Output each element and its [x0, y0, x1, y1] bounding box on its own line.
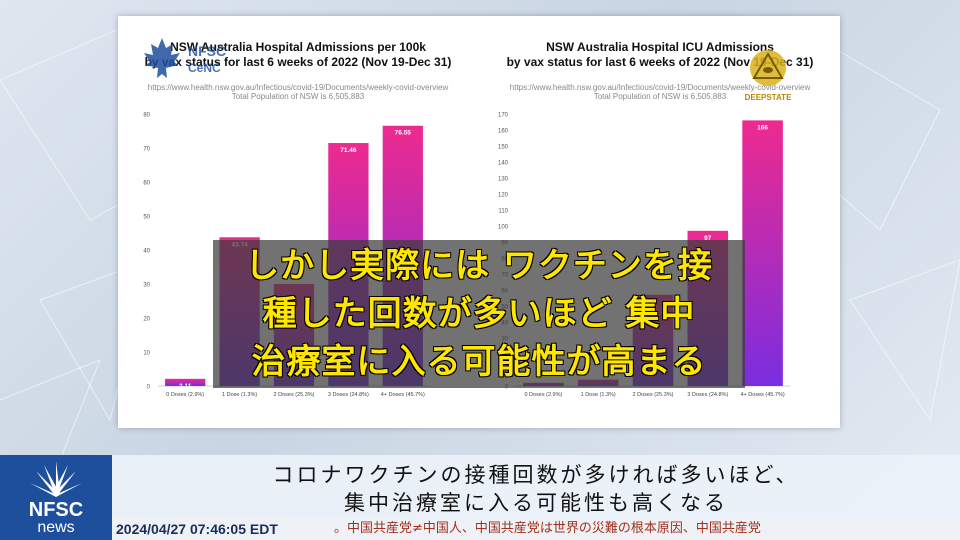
- icu-category-label: 1 Dose (1.3%): [581, 392, 616, 398]
- admissions-category-label: 0 Doses (2.9%): [166, 392, 204, 398]
- admissions-ytick-label: 20: [143, 317, 150, 323]
- overlay-subtitle-line2: 種した回数が多いほど 集中: [262, 294, 696, 334]
- deepstate-logo: DEEPSTATE: [745, 50, 792, 102]
- admissions-ytick-label: 60: [143, 181, 150, 187]
- brand-name: NFSC: [28, 499, 84, 521]
- admissions-ytick-label: 30: [143, 283, 150, 289]
- icu-data-label: 166: [757, 124, 768, 131]
- icu-ytick-label: 140: [498, 161, 509, 167]
- admissions-category-label: 2 Doses (25.3%): [274, 392, 315, 398]
- admissions-bar: [165, 378, 206, 386]
- admissions-chart-title-line2: by vax status for last 6 weeks of 2022 (…: [144, 55, 452, 69]
- overlay-subtitle-line1: しかし実際には ワクチンを接: [245, 246, 713, 286]
- admissions-data-label: 2.11: [179, 383, 192, 390]
- admissions-category-label: 3 Doses (24.8%): [328, 392, 369, 398]
- icu-category-label: 4+ Doses (45.7%): [741, 392, 785, 398]
- icu-ytick-label: 170: [498, 113, 509, 119]
- icu-bar: [742, 120, 783, 387]
- ticker-timestamp: 2024/04/27 07:46:05 EDT: [116, 521, 278, 537]
- overlay-subtitle-box: しかし実際には ワクチンを接 種した回数が多いほど 集中 治療室に入る可能性が高…: [213, 240, 745, 388]
- icu-chart-source: https://www.health.nsw.gov.au/Infectious…: [509, 83, 811, 92]
- icu-chart-title-line2: by vax status for last 6 weeks of 2022 (…: [506, 55, 814, 69]
- svg-text:DEEPSTATE: DEEPSTATE: [745, 93, 792, 102]
- brand-subname: news: [37, 519, 75, 536]
- admissions-chart-population-note: Total Population of NSW is 6,505,883: [231, 92, 365, 101]
- peacock-fan-icon: [30, 461, 82, 497]
- ticker-text: 。中国共産党≠中国人、中国共産党は世界の災難の根本原因、中国共産党: [334, 521, 761, 536]
- icu-category-label: 2 Doses (25.3%): [633, 392, 674, 398]
- svg-text:CeNC: CeNC: [188, 61, 221, 75]
- nfsc-cenc-logo: NFSC CeNC: [144, 38, 226, 78]
- nfsc-news-logo: NFSC news: [0, 455, 112, 540]
- admissions-ytick-label: 50: [143, 215, 150, 221]
- admissions-ytick-label: 70: [143, 147, 150, 153]
- icu-chart-title-line1: NSW Australia Hospital ICU Admissions: [546, 40, 774, 54]
- admissions-data-label: 71.46: [340, 147, 357, 154]
- caption-line2: 集中治療室に入る可能性も高くなる: [344, 491, 728, 515]
- icu-data-label: 97: [704, 235, 712, 242]
- admissions-ytick-label: 10: [143, 351, 150, 357]
- admissions-category-label: 4+ Doses (45.7%): [381, 392, 425, 398]
- caption-box: コロナワクチンの接種回数が多ければ多いほど、 集中治療室に入る可能性も高くなる: [112, 455, 960, 518]
- caption-line1: コロナワクチンの接種回数が多ければ多いほど、: [272, 463, 800, 487]
- news-ticker: 2024/04/27 07:46:05 EDT 。中国共産党≠中国人、中国共産党…: [112, 518, 960, 540]
- overlay-subtitle-line3: 治療室に入る可能性が高まる: [251, 342, 707, 382]
- admissions-ytick-label: 0: [147, 385, 151, 391]
- icu-category-label: 3 Doses (24.8%): [687, 392, 728, 398]
- admissions-chart-title-line1: NSW Australia Hospital Admissions per 10…: [170, 40, 426, 54]
- icu-category-label: 0 Doses (2.9%): [524, 392, 562, 398]
- admissions-ytick-label: 80: [143, 113, 150, 119]
- admissions-ytick-label: 40: [143, 249, 150, 255]
- maple-leaf-icon: [144, 38, 180, 78]
- svg-text:NFSC: NFSC: [188, 43, 226, 59]
- icu-ytick-label: 120: [498, 193, 509, 199]
- icu-ytick-label: 130: [498, 177, 509, 183]
- icu-ytick-label: 100: [498, 225, 509, 231]
- news-lower-third: NFSC news コロナワクチンの接種回数が多ければ多いほど、 集中治療室に入…: [0, 455, 960, 540]
- admissions-chart-source: https://www.health.nsw.gov.au/Infectious…: [147, 83, 449, 92]
- icu-ytick-label: 160: [498, 129, 509, 135]
- admissions-category-label: 1 Dose (1.3%): [222, 392, 257, 398]
- icu-ytick-label: 110: [498, 209, 508, 215]
- icu-ytick-label: 150: [498, 145, 509, 151]
- icu-chart-population-note: Total Population of NSW is 6,505,883: [593, 92, 727, 101]
- admissions-data-label: 76.55: [395, 130, 412, 137]
- pyramid-eye-icon: [750, 50, 786, 86]
